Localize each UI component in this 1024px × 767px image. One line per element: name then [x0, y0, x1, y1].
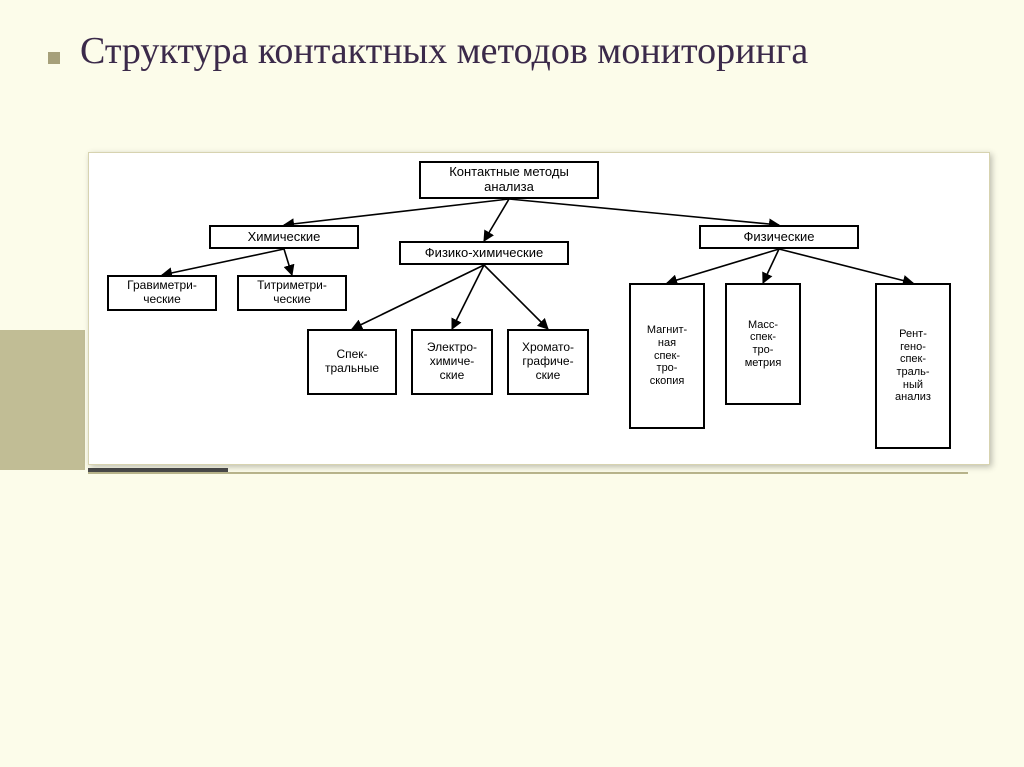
node-magn: Магнит-наяспек-тро-скопия: [629, 283, 705, 429]
node-grav: Гравиметри-ческие: [107, 275, 217, 311]
node-mass: Масс-спек-тро-метрия: [725, 283, 801, 405]
node-chem: Химические: [209, 225, 359, 249]
side-accent-block: [0, 330, 85, 470]
node-spec: Спек-тральные: [307, 329, 397, 395]
node-root: Контактные методыанализа: [419, 161, 599, 199]
slide-title: Структура контактных методов мониторинга: [80, 30, 984, 74]
underline-light: [88, 472, 968, 474]
diagram-card: Контактные методыанализа Химические Физи…: [88, 152, 990, 465]
node-phys: Физические: [699, 225, 859, 249]
title-bullet: [48, 52, 60, 64]
node-xray: Рент-гено-спек-траль-ныйанализ: [875, 283, 951, 449]
node-echem: Электро-химиче-ские: [411, 329, 493, 395]
node-pchem: Физико-химические: [399, 241, 569, 265]
node-titr: Титриметри-ческие: [237, 275, 347, 311]
title-area: Структура контактных методов мониторинга: [0, 0, 1024, 84]
node-chrom: Хромато-графиче-ские: [507, 329, 589, 395]
slide: Структура контактных методов мониторинга…: [0, 0, 1024, 767]
diagram-edges: [89, 153, 991, 466]
